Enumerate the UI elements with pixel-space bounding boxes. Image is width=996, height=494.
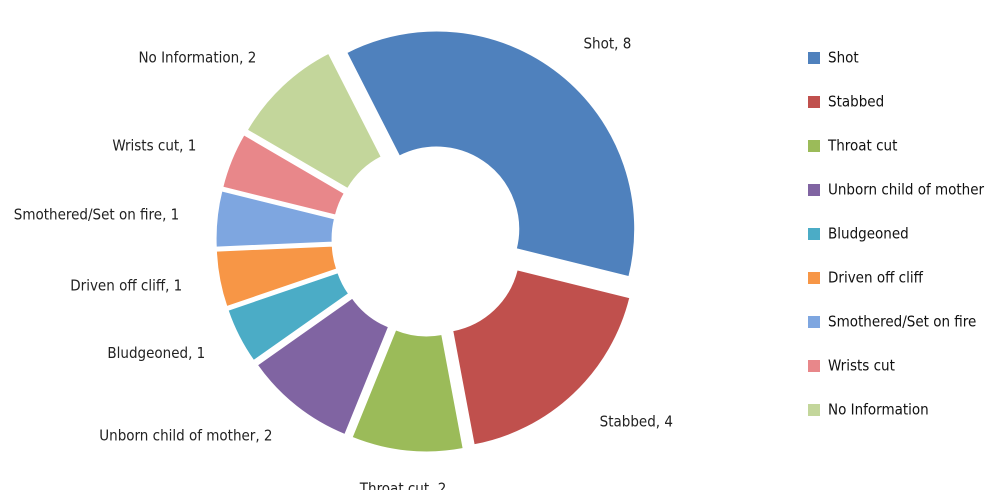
slice [256,297,390,436]
legend-label: Smothered/Set on fire [828,313,976,331]
data-label: Unborn child of mother, 2 [99,426,272,444]
slice [346,30,636,278]
legend-label: No Information [828,401,929,419]
slice [222,134,345,216]
data-label: Throat cut, 2 [359,479,447,490]
slice [227,272,350,362]
legend-swatch [808,360,820,372]
legend-label: Throat cut [827,137,897,155]
data-label: Wrists cut, 1 [112,136,196,154]
legend-swatch [808,184,820,196]
legend-swatch [808,316,820,328]
legend-swatch [808,96,820,108]
legend-label: Unborn child of mother [828,181,985,199]
legend-swatch [808,228,820,240]
data-label: Smothered/Set on fire, 1 [14,206,179,224]
legend-swatch [808,52,820,64]
legend-swatch [808,140,820,152]
legend-label: Bludgeoned [828,225,909,243]
legend-label: Shot [828,49,859,67]
data-label: Bludgeoned, 1 [107,344,205,362]
legend-label: Wrists cut [828,357,895,375]
slice [452,269,631,446]
legend-label: Driven off cliff [828,269,924,287]
slice [215,245,338,308]
slice [215,190,336,248]
legend-label: Stabbed [828,93,884,111]
data-label: Stabbed, 4 [600,412,673,430]
legend-swatch [808,404,820,416]
slice [351,329,464,453]
data-label: Shot, 8 [583,35,631,53]
data-label: Driven off cliff, 1 [70,277,182,295]
slice [246,52,382,190]
data-label: No Information, 2 [138,49,256,67]
legend-swatch [808,272,820,284]
